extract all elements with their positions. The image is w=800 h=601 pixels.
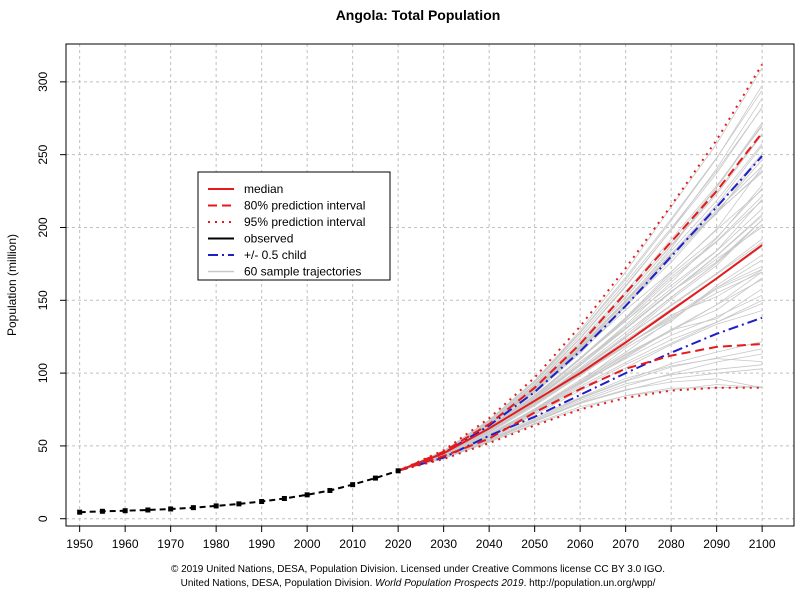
trajectory-line (397, 288, 763, 472)
pi80-upper-line (397, 132, 763, 472)
x-tick-label: 2090 (703, 537, 730, 551)
observed-point (190, 505, 196, 511)
observed-point (259, 499, 265, 505)
observed-series (77, 468, 401, 515)
footer-line-2b: World Population Prospects 2019 (375, 578, 524, 589)
observed-point (99, 508, 105, 514)
x-tick-label: 2000 (294, 537, 321, 551)
observed-point (145, 507, 151, 513)
trajectory-line (397, 143, 763, 472)
pi80-lower-line (397, 343, 763, 472)
x-tick-label: 1990 (248, 537, 275, 551)
x-tick-label: 2020 (385, 537, 412, 551)
y-tick-label: 50 (36, 439, 50, 453)
sample-trajectories (397, 67, 763, 472)
trajectory-line (397, 219, 763, 472)
trajectory-line (397, 341, 763, 472)
y-tick-label: 200 (36, 217, 50, 237)
footer-line-2c: . http://population.un.org/wpp/ (524, 578, 656, 589)
y-tick-label: 0 (36, 515, 50, 522)
observed-point (350, 482, 356, 488)
median-line (397, 244, 763, 472)
trajectory-line (397, 107, 763, 472)
x-tick-label: 1980 (203, 537, 230, 551)
legend-label: 60 sample trajectories (244, 265, 361, 279)
chart-title: Angola: Total Population (336, 7, 501, 23)
legend-label: median (244, 182, 283, 196)
x-tick-label: 1950 (66, 537, 93, 551)
observed-line (79, 469, 399, 514)
trajectory-line (397, 107, 763, 472)
observed-point (168, 506, 174, 512)
observed-point (213, 503, 219, 509)
x-tick-label: 1960 (112, 537, 139, 551)
y-axis: 0 50 100 150 200 250 300 (36, 72, 66, 522)
x-tick-label: 2100 (749, 537, 776, 551)
observed-point (395, 468, 401, 474)
trajectory-line (397, 265, 763, 472)
legend: median 80% prediction interval 95% predict… (197, 171, 391, 281)
y-tick-label: 150 (36, 290, 50, 310)
footer-line-1: © 2019 United Nations, DESA, Population … (171, 564, 665, 575)
plot-frame (65, 43, 795, 527)
y-tick-label: 100 (36, 363, 50, 383)
observed-point (304, 492, 310, 498)
x-tick-label: 1970 (157, 537, 184, 551)
trajectory-line (397, 166, 763, 472)
observed-point (236, 501, 242, 507)
observed-point (327, 487, 333, 493)
observed-point (77, 509, 83, 515)
x-tick-label: 2010 (339, 537, 366, 551)
trajectory-line (397, 126, 763, 472)
legend-label: observed (244, 232, 293, 246)
x-tick-label: 2060 (567, 537, 594, 551)
legend-label: +/- 0.5 child (244, 248, 306, 262)
x-tick-label: 2050 (521, 537, 548, 551)
y-axis-label: Population (million) (5, 234, 19, 336)
trajectory-line (397, 90, 763, 472)
legend-label: 80% prediction interval (244, 199, 365, 213)
x-axis: 1950 1960 1970 1980 1990 2000 2010 2020 2030 2040… (66, 526, 776, 551)
y-tick-label: 250 (36, 144, 50, 164)
footer-line-2a: United Nations, DESA, Population Divisio… (181, 578, 376, 589)
y-tick-label: 300 (36, 72, 50, 92)
series-lines (397, 63, 763, 472)
grid (66, 44, 794, 526)
legend-label: 95% prediction interval (244, 215, 365, 229)
footer-line-2: United Nations, DESA, Population Divisio… (181, 578, 656, 589)
x-tick-label: 2030 (430, 537, 457, 551)
x-tick-label: 2040 (476, 537, 503, 551)
x-tick-label: 2080 (658, 537, 685, 551)
observed-point (372, 475, 378, 481)
x-tick-label: 2070 (612, 537, 639, 551)
observed-point (281, 495, 287, 501)
observed-point (122, 508, 128, 514)
pi95-lower-line (397, 386, 763, 472)
